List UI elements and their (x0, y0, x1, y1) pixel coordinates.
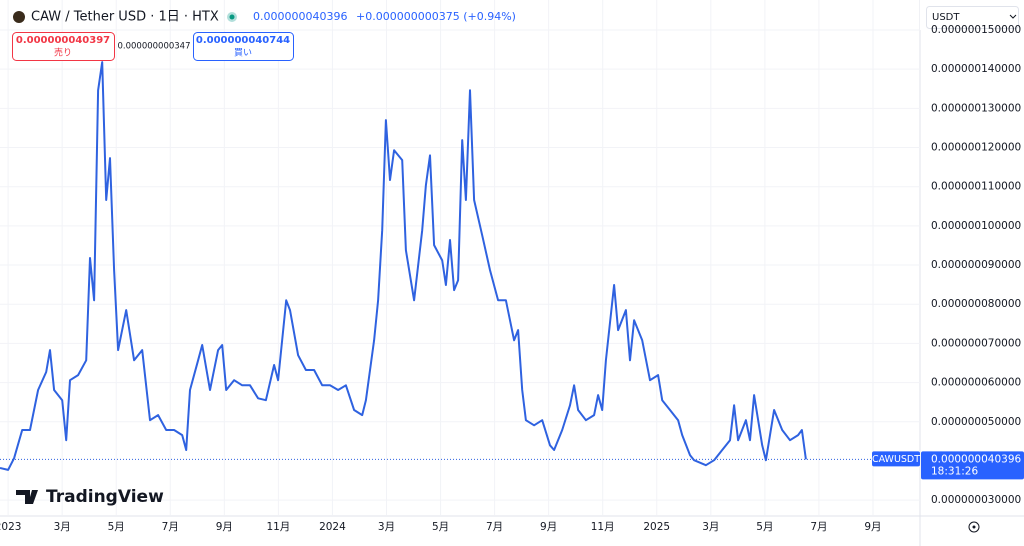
price-line (0, 61, 807, 471)
sell-label[interactable]: 売り (54, 47, 72, 59)
x-tick-label: 2023 (0, 521, 21, 533)
last-price-box (921, 451, 1024, 480)
x-tick-label: 3月 (702, 521, 719, 533)
symbol: CAW / Tether USD · 1日 · HTX (31, 10, 219, 25)
x-tick-label: 9月 (216, 521, 233, 533)
spread: 0.000000000347 (117, 42, 190, 52)
currency[interactable]: USDT (932, 12, 960, 23)
y-tick-label: 0.000000140000 (931, 63, 1021, 75)
x-tick-label: 3月 (54, 521, 71, 533)
logo-mark (16, 490, 38, 504)
x-tick-label: 5月 (756, 521, 773, 533)
x-tick-label: 3月 (378, 521, 395, 533)
y-tick-label: 0.000000120000 (931, 142, 1021, 154)
buy-price[interactable]: 0.000000040744 (196, 35, 290, 46)
y-tick-label: 0.000000150000 (931, 24, 1021, 36)
symbol-label: CAWUSDT (872, 454, 920, 465)
change: +0.000000000375 (+0.94%) (356, 10, 516, 23)
y-tick-label: 0.000000030000 (931, 494, 1021, 506)
countdown: 18:31:26 (931, 465, 978, 477)
plot (0, 0, 920, 515)
x-tick-label: 9月 (864, 521, 881, 533)
x-tick-label: 2025 (643, 521, 670, 533)
last-price-box (872, 451, 920, 467)
sell-button[interactable] (12, 32, 115, 61)
x-tick-label: 5月 (108, 521, 125, 533)
buy-label[interactable]: 買い (234, 48, 252, 59)
y-tick-label: 0.000000060000 (931, 377, 1021, 389)
x-tick-label: 11月 (591, 521, 615, 533)
x-tick-label: 7月 (162, 521, 179, 533)
sell-price[interactable]: 0.000000040397 (16, 35, 110, 46)
logo: TradingView (46, 487, 164, 507)
x-tick-label: 11月 (266, 521, 290, 533)
buy-button[interactable] (193, 32, 294, 61)
dropdown-arrow (1009, 14, 1017, 19)
x-tick-label: 7月 (810, 521, 827, 533)
x-tick-label: 9月 (540, 521, 557, 533)
x-tick-label: 5月 (432, 521, 449, 533)
settings-icon[interactable] (968, 521, 980, 533)
y-tick-label: 0.000000130000 (931, 102, 1021, 114)
currency-select[interactable] (926, 6, 1019, 29)
y-tick-label: 0.000000110000 (931, 181, 1021, 193)
y-tick-label: 0.000000070000 (931, 337, 1021, 349)
y-tick-label: 0.000000100000 (931, 220, 1021, 232)
price: 0.000000040396 (253, 10, 347, 23)
x-tick-label: 7月 (486, 521, 503, 533)
settings-icon[interactable] (972, 525, 976, 529)
symbol-icon (13, 11, 25, 23)
x-tick-label: 2024 (319, 521, 346, 533)
y-tick-label: 0.000000090000 (931, 259, 1021, 271)
last-price-label: 0.000000040396 (931, 453, 1022, 465)
status-dot (229, 14, 235, 20)
y-tick-label: 0.000000080000 (931, 298, 1021, 310)
y-tick-label: 0.000000050000 (931, 416, 1021, 428)
